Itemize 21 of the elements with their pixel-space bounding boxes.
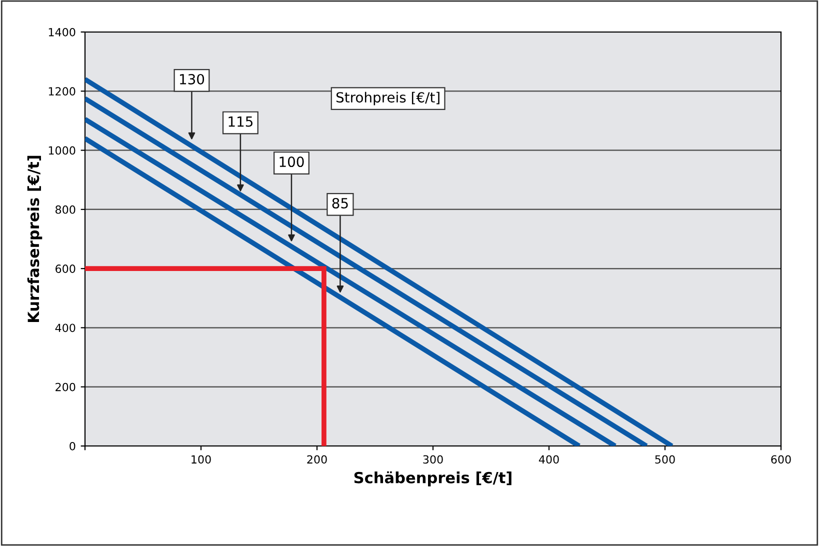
x-tick-label: 300 bbox=[423, 455, 443, 464]
y-tick-label: 1200 bbox=[48, 87, 76, 96]
x-axis-title: Schäbenpreis [€/t] bbox=[354, 471, 512, 486]
annotation: 85 bbox=[332, 198, 348, 208]
y-tick-label: 0 bbox=[70, 442, 76, 450]
y-tick-label: 200 bbox=[56, 382, 76, 392]
x-tick-label: 500 bbox=[655, 455, 675, 464]
annotation: 100 bbox=[280, 156, 304, 168]
y-axis-title: Kurzfaserpreis [€/t] bbox=[27, 156, 42, 322]
annotation: 130 bbox=[180, 74, 204, 84]
x-tick-label: 400 bbox=[538, 455, 559, 464]
annotation: Strohpreis [€/t] bbox=[336, 92, 440, 106]
annotation: 115 bbox=[228, 116, 252, 127]
y-tick-label: 1400 bbox=[48, 28, 76, 36]
x-tick-label: 200 bbox=[307, 455, 327, 464]
y-tick-label: 800 bbox=[56, 205, 76, 214]
y-tick-label: 400 bbox=[55, 324, 76, 332]
x-tick-label: 600 bbox=[771, 455, 791, 464]
y-tick-label: 600 bbox=[56, 264, 76, 273]
x-tick-label: 100 bbox=[192, 455, 211, 464]
y-tick-label: 1000 bbox=[48, 146, 76, 155]
